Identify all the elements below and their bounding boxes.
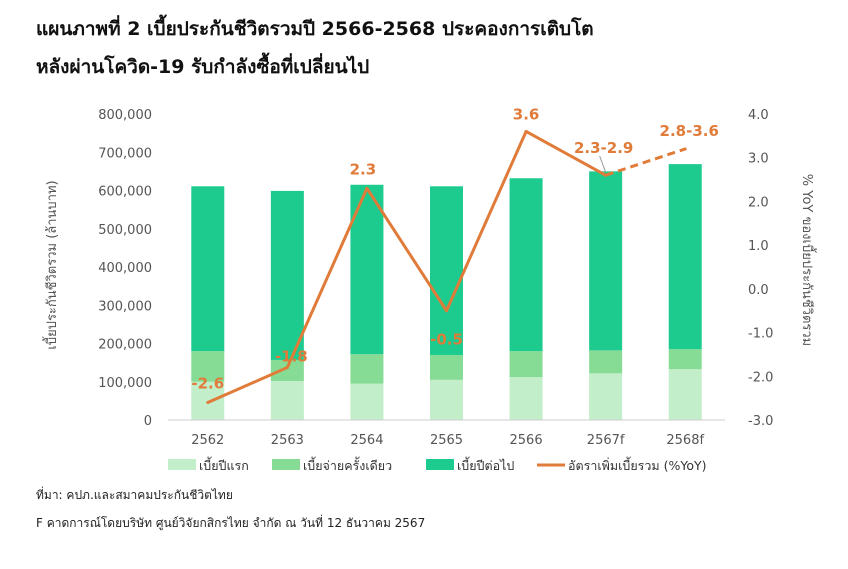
y2-tick-label: 4.0 (748, 108, 769, 123)
source-note: ที่มา: คปภ.และสมาคมประกันชีวิตไทย (36, 488, 233, 502)
y-tick-label: 400,000 (98, 261, 152, 276)
first-year-premium-bar (270, 380, 304, 420)
growth-data-label: 2.3-2.9 (574, 139, 633, 157)
x-tick-label: 2563 (271, 433, 304, 448)
x-tick-label: 2562 (191, 433, 224, 448)
growth-data-label: 2.3 (350, 160, 377, 178)
y-tick-label: 100,000 (98, 376, 152, 391)
renewal-premium-bar (589, 171, 623, 351)
single-premium-bar (509, 351, 543, 378)
y-tick-label: 700,000 (98, 146, 152, 161)
y-tick-label: 800,000 (98, 108, 152, 123)
y-tick-label: 300,000 (98, 299, 152, 314)
forecast-note: F คาดการณ์โดยบริษัท ศูนย์วิจัยกสิกรไทย จ… (36, 516, 426, 530)
single-premium-bar (668, 349, 702, 370)
y2-tick-label: 1.0 (748, 239, 769, 254)
first-year-premium-bar (668, 369, 702, 420)
x-tick-label: 2565 (430, 433, 463, 448)
x-tick-label: 2567f (587, 433, 625, 448)
legend-first-year-swatch (168, 459, 196, 470)
growth-data-label: -1.8 (275, 348, 308, 366)
chart-title-line-1: แผนภาพที่ 2 เบี้ยประกันชีวิตรวมปี 2566-2… (36, 18, 594, 40)
growth-point (445, 309, 448, 313)
y2-tick-label: -1.0 (748, 327, 773, 342)
first-year-premium-bar (350, 383, 384, 420)
x-tick-label: 2568f (666, 433, 704, 448)
growth-point (524, 129, 528, 133)
renewal-premium-bar (191, 186, 225, 352)
y2-tick-label: 3.0 (748, 152, 769, 167)
renewal-premium-bar (430, 186, 463, 355)
y2-tick-label: 2.0 (748, 195, 769, 210)
legend-growth-label: อัตราเพิ่มเบี้ยรวม (%YoY) (568, 456, 706, 473)
single-premium-bar (589, 350, 623, 374)
x-tick-label: 2566 (510, 433, 543, 448)
renewal-premium-bar (668, 164, 702, 350)
y-axis-title: เบี้ยประกันชีวิตรวม (ล้านบาท) (42, 180, 60, 349)
legend-first-year-label: เบี้ยปีแรก (199, 456, 249, 473)
growth-point (683, 147, 687, 151)
legend-single-swatch (272, 459, 300, 470)
y2-tick-label: -3.0 (748, 414, 773, 429)
first-year-premium-bar (589, 373, 623, 420)
single-premium-bar (430, 354, 463, 380)
growth-line-forecast (605, 147, 686, 177)
y-tick-label: 0 (144, 414, 152, 429)
growth-data-label: 2.8-3.6 (660, 122, 719, 140)
first-year-premium-bar (509, 377, 543, 420)
y2-tick-label: 0.0 (748, 283, 769, 298)
legend-renewal-label: เบี้ยปีต่อไป (457, 456, 514, 473)
growth-data-label: -2.6 (191, 375, 224, 393)
y-tick-label: 600,000 (98, 185, 152, 200)
single-premium-bar (350, 354, 384, 384)
legend-renewal-swatch (426, 459, 454, 470)
renewal-premium-bar (270, 190, 304, 360)
single-premium-bar (191, 351, 225, 382)
y-tick-label: 200,000 (98, 338, 152, 353)
first-year-premium-bar (191, 381, 225, 420)
chart: 0 100,000 200,000 300,000 400,000 500,000 600,… (42, 105, 817, 473)
growth-point (365, 186, 369, 190)
legend-single-label: เบี้ยจ่ายครั้งเดียว (303, 456, 392, 473)
growth-line-solid (207, 129, 607, 404)
growth-point (206, 401, 210, 405)
growth-data-label: 3.6 (513, 105, 540, 123)
y2-axis-title: % YoY ของเบี้ยประกันชีวิตรวม (799, 174, 817, 346)
growth-point (604, 173, 608, 177)
y-tick-label: 500,000 (98, 223, 152, 238)
renewal-premium-bar (509, 178, 543, 352)
first-year-premium-bar (430, 379, 463, 420)
y2-tick-label: -2.0 (748, 370, 773, 385)
single-premium-bar (270, 359, 304, 381)
growth-data-label: -0.5 (430, 331, 463, 349)
label-leader-line (599, 155, 607, 173)
growth-point (285, 366, 289, 370)
x-tick-label: 2564 (350, 433, 383, 448)
chart-title-line-2: หลังผ่านโควิด-19 รับกำลังซื้อที่เปลี่ยนไ… (36, 56, 370, 78)
renewal-premium-bar (350, 184, 384, 355)
